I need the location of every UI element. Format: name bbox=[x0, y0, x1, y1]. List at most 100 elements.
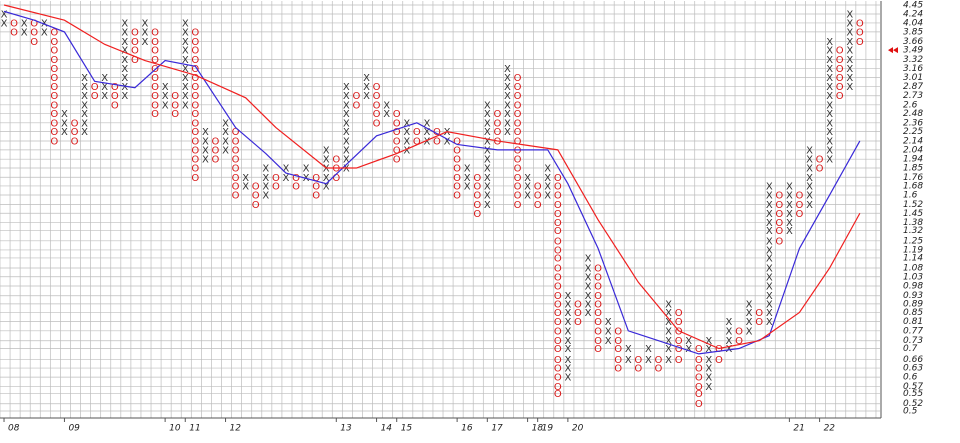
pf-symbol: O bbox=[554, 382, 562, 393]
pf-column: XX bbox=[444, 127, 451, 147]
pf-symbol: X bbox=[403, 127, 410, 138]
pf-symbol: X bbox=[343, 100, 350, 111]
pf-column: OO bbox=[715, 344, 723, 366]
pf-symbol: O bbox=[514, 200, 522, 211]
pf-symbol: O bbox=[493, 127, 501, 138]
pf-column: OOO bbox=[30, 18, 38, 47]
pf-symbol: X bbox=[464, 173, 471, 184]
pf-symbol: X bbox=[222, 145, 229, 156]
y-tick-label: 1.68 bbox=[903, 181, 923, 191]
pf-symbol: X bbox=[564, 355, 571, 366]
y-tick-label: 1.52 bbox=[903, 200, 923, 210]
pf-column: XXX bbox=[101, 73, 108, 102]
pf-symbol: O bbox=[493, 118, 501, 129]
pf-symbol: X bbox=[766, 209, 773, 220]
pf-symbol: O bbox=[715, 344, 723, 355]
pf-symbol: O bbox=[534, 190, 542, 201]
pf-symbol: O bbox=[695, 389, 703, 400]
pf-symbol: O bbox=[715, 355, 723, 366]
pf-symbol: X bbox=[564, 291, 571, 302]
pf-symbol: X bbox=[826, 46, 833, 57]
pf-symbol: O bbox=[352, 100, 360, 111]
pf-symbol: X bbox=[766, 291, 773, 302]
y-tick-label: 2.04 bbox=[903, 145, 923, 155]
pf-column: XX bbox=[242, 173, 249, 193]
pf-column: XX bbox=[645, 344, 652, 366]
pf-symbol: X bbox=[665, 317, 672, 328]
pf-symbol: X bbox=[363, 73, 370, 84]
y-tick-label: 0.77 bbox=[903, 326, 923, 336]
pf-symbol: X bbox=[826, 82, 833, 93]
pf-symbol: O bbox=[453, 136, 461, 147]
pf-symbol: X bbox=[162, 82, 169, 93]
pf-symbol: O bbox=[292, 173, 300, 184]
pf-symbol: X bbox=[504, 127, 511, 138]
pf-symbol: O bbox=[554, 200, 562, 211]
pf-symbol: X bbox=[806, 181, 813, 192]
pf-symbol: X bbox=[222, 136, 229, 147]
pf-symbol: O bbox=[574, 317, 582, 328]
pf-symbol: O bbox=[393, 109, 401, 120]
pf-symbol: X bbox=[182, 82, 189, 93]
pf-symbol: O bbox=[675, 344, 683, 355]
pf-symbol: O bbox=[695, 399, 703, 410]
pf-symbol: O bbox=[554, 263, 562, 274]
pf-symbol: O bbox=[695, 373, 703, 384]
pf-symbol: X bbox=[665, 326, 672, 337]
pf-symbol: X bbox=[444, 127, 451, 138]
pf-symbol: O bbox=[594, 336, 602, 347]
pf-symbol: X bbox=[585, 308, 592, 319]
pf-symbol: X bbox=[101, 73, 108, 84]
pf-symbol: X bbox=[323, 181, 330, 192]
pf-symbol: X bbox=[564, 317, 571, 328]
pf-symbol: X bbox=[1, 18, 8, 29]
pf-symbol: O bbox=[675, 317, 683, 328]
pf-symbol: X bbox=[242, 173, 249, 184]
pf-symbol: X bbox=[222, 118, 229, 129]
pf-symbol: X bbox=[242, 181, 249, 192]
pf-symbol: X bbox=[806, 155, 813, 166]
y-tick-label: 1.45 bbox=[903, 209, 923, 219]
pf-symbol: X bbox=[826, 91, 833, 102]
y-tick-label: 2.25 bbox=[903, 127, 923, 137]
pf-symbol: O bbox=[775, 236, 783, 247]
pf-symbol: X bbox=[121, 91, 128, 102]
pf-symbol: O bbox=[796, 200, 804, 211]
pf-symbol: O bbox=[514, 127, 522, 138]
y-tick-label: 0.57 bbox=[903, 382, 923, 392]
pf-symbol: X bbox=[323, 173, 330, 184]
x-tick-label: 10 bbox=[169, 424, 181, 434]
pf-column: XXX bbox=[524, 173, 531, 202]
pf-symbol: X bbox=[766, 272, 773, 283]
pf-symbol: X bbox=[665, 308, 672, 319]
pf-symbol: X bbox=[705, 373, 712, 384]
pf-symbol: O bbox=[191, 145, 199, 156]
pf-symbol: X bbox=[826, 109, 833, 120]
pf-symbol: X bbox=[564, 344, 571, 355]
pf-symbol: X bbox=[605, 317, 612, 328]
pf-symbol: O bbox=[796, 209, 804, 220]
pf-column: OO bbox=[10, 18, 18, 38]
y-tick-label: 0.63 bbox=[903, 364, 923, 374]
pf-symbol: X bbox=[826, 136, 833, 147]
pf-symbol: X bbox=[81, 109, 88, 120]
pf-symbol: O bbox=[151, 100, 159, 111]
pf-symbol: O bbox=[554, 291, 562, 302]
pf-column: XXX bbox=[162, 82, 169, 111]
pf-symbol: X bbox=[343, 109, 350, 120]
pf-symbol: X bbox=[665, 355, 672, 366]
x-tick-label: 09 bbox=[68, 424, 80, 434]
pf-symbol: X bbox=[766, 253, 773, 264]
pf-symbol: O bbox=[50, 127, 58, 138]
pf-symbol: X bbox=[544, 173, 551, 184]
pf-symbol: X bbox=[383, 100, 390, 111]
pf-symbol: X bbox=[766, 200, 773, 211]
pf-symbol: O bbox=[131, 37, 139, 48]
pf-symbol: X bbox=[484, 164, 491, 175]
